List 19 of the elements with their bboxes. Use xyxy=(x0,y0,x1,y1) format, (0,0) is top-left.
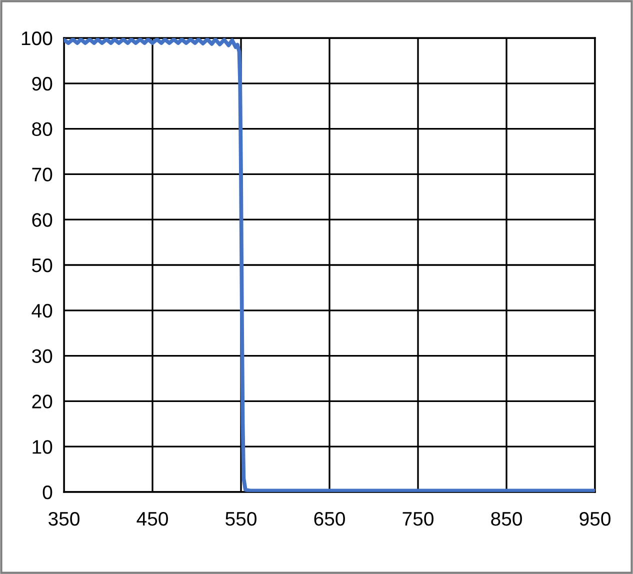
x-tick-label: 350 xyxy=(48,512,80,526)
y-tick-label: 100 xyxy=(22,31,52,46)
y-tick-label: 80 xyxy=(32,122,52,136)
y-tick-label: 70 xyxy=(32,168,52,182)
y-tick-label: 60 xyxy=(32,213,52,227)
y-tick-label: 50 xyxy=(32,258,52,272)
x-tick-label: 550 xyxy=(226,512,256,526)
y-tick-label: 30 xyxy=(32,349,52,364)
y-tick-label: 90 xyxy=(32,76,52,91)
line-series xyxy=(64,38,595,492)
x-tick-label: 450 xyxy=(136,512,168,526)
x-tick-label: 850 xyxy=(491,512,522,526)
y-tick-label: 10 xyxy=(32,440,52,454)
x-tick-label: 650 xyxy=(314,512,345,526)
y-tick-label: 40 xyxy=(32,304,52,318)
x-tick-label: 950 xyxy=(580,512,610,526)
x-tick-label: 750 xyxy=(402,512,434,526)
y-tick-label: 20 xyxy=(32,394,52,408)
y-tick-label: 0 xyxy=(42,485,52,500)
